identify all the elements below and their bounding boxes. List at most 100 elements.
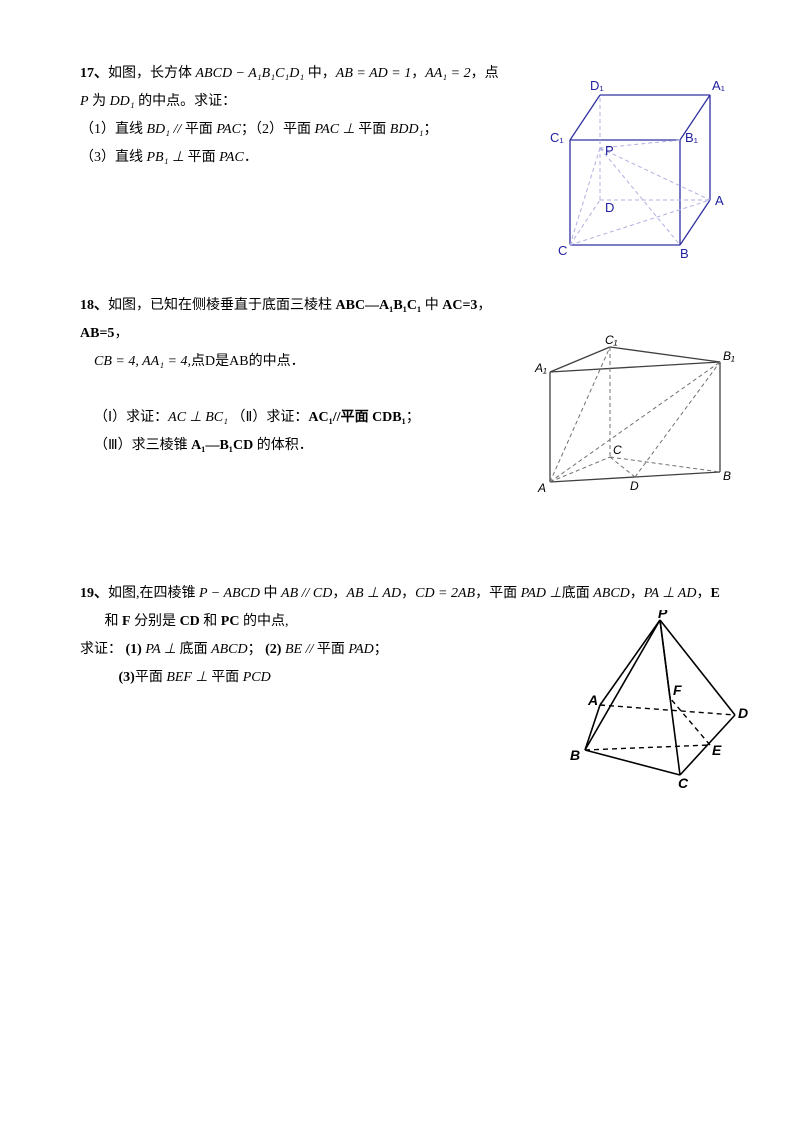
t: PB₁ ⊥	[147, 150, 188, 165]
lbl-D: D	[738, 705, 748, 721]
t: BDD₁	[390, 122, 424, 137]
t: ，	[630, 586, 644, 601]
t: PAC ⊥	[314, 122, 358, 137]
t: ，	[401, 586, 415, 601]
t: AC ⊥ BC₁	[168, 410, 228, 425]
t: (2)	[265, 642, 285, 657]
p17-num: 17、	[80, 66, 108, 81]
p19-num: 19、	[80, 586, 108, 601]
t: ，	[696, 586, 710, 601]
t: ；	[423, 122, 437, 137]
lbl-C1: C₁	[605, 333, 618, 347]
t: ，点	[471, 66, 499, 81]
t: BD₁ //	[147, 122, 185, 137]
figure-19-pyramid: P A B C D E F	[550, 610, 750, 801]
t: ；	[406, 410, 420, 425]
t: ，平面	[475, 586, 521, 601]
t: BEF ⊥	[166, 670, 211, 685]
t: 中	[421, 298, 442, 313]
t: PC	[221, 614, 240, 629]
t: DD₁	[110, 94, 135, 109]
lbl-B: B	[723, 469, 731, 483]
t: ，	[114, 326, 128, 341]
t: 如图,在四棱锥	[108, 586, 199, 601]
t: ；	[374, 642, 388, 657]
t: CD	[180, 614, 200, 629]
t: ，	[477, 298, 491, 313]
lbl-A: A	[715, 193, 724, 208]
lbl-B1: B₁	[685, 130, 699, 145]
problem-19: 19、如图,在四棱锥 P − ABCD 中 AB // CD，AB ⊥ AD，C…	[80, 580, 720, 692]
t: CB = 4, AA₁ = 4,	[94, 354, 191, 369]
t: 平面	[135, 670, 167, 685]
t: AB=5	[80, 326, 114, 341]
lbl-C: C	[613, 443, 622, 457]
t: （Ⅱ）求证：	[231, 410, 308, 425]
lbl-D1: D₁	[590, 78, 604, 93]
t: PCD	[243, 670, 271, 685]
t: 平面	[358, 122, 390, 137]
t: 底面	[180, 642, 212, 657]
lbl-A1: A₁	[534, 361, 547, 375]
t: 平面	[211, 670, 243, 685]
problem-18-text: 18、如图，已知在侧棱垂直于底面三棱柱 ABC—A₁B₁C₁ 中 AC=3，AB…	[80, 292, 520, 460]
t: E	[710, 586, 719, 601]
t: 和	[200, 614, 221, 629]
t: 的中点。求证：	[135, 94, 237, 109]
t: A₁—B₁CD	[191, 438, 253, 453]
t: P	[80, 94, 89, 109]
t: （Ⅲ）求三棱锥	[94, 438, 191, 453]
t: PAC	[216, 122, 241, 137]
t: AA₁ = 2	[425, 66, 470, 81]
lbl-E: E	[712, 742, 722, 758]
t: ．	[244, 150, 258, 165]
t: AB // CD	[281, 586, 332, 601]
lbl-P: P	[658, 610, 668, 621]
t: ；（2）平面	[241, 122, 315, 137]
t: ABCD	[593, 586, 630, 601]
figure-17-cube: D₁ A₁ C₁ B₁ P D A C B	[530, 70, 730, 271]
t: （Ⅰ）求证：	[94, 410, 168, 425]
lbl-A1: A₁	[712, 78, 726, 93]
t: F	[122, 614, 131, 629]
t: 和	[101, 614, 122, 629]
t: CD = 2AB	[415, 586, 475, 601]
t: ，	[411, 66, 425, 81]
t: (1)	[126, 642, 146, 657]
lbl-C: C	[678, 775, 689, 790]
lbl-C: C	[558, 243, 567, 258]
lbl-D: D	[630, 479, 639, 493]
figure-18-prism: A₁ C₁ B₁ A C D B	[530, 332, 740, 513]
t: ABCD − A₁B₁C₁D₁	[196, 66, 305, 81]
lbl-B1: B₁	[723, 349, 735, 363]
p18-num: 18、	[80, 298, 108, 313]
t: 分别是	[131, 614, 180, 629]
t: 如图，长方体	[108, 66, 196, 81]
t: PAD ⊥	[521, 586, 562, 601]
lbl-C1: C₁	[550, 130, 564, 145]
t: AB ⊥ AD	[346, 586, 401, 601]
t: (3)	[119, 670, 135, 685]
lbl-P: P	[605, 143, 614, 158]
lbl-A: A	[587, 692, 598, 708]
t: PAC	[219, 150, 244, 165]
t: 中，	[304, 66, 336, 81]
t: 中	[260, 586, 281, 601]
t: ABCD	[211, 642, 248, 657]
t: 平面	[317, 642, 349, 657]
t: BE //	[285, 642, 317, 657]
t: 点D是AB的中点．	[191, 354, 305, 369]
lbl-D: D	[605, 200, 614, 215]
problem-18: 18、如图，已知在侧棱垂直于底面三棱柱 ABC—A₁B₁C₁ 中 AC=3，AB…	[80, 292, 720, 460]
problem-17-text: 17、如图，长方体 ABCD − A₁B₁C₁D₁ 中，AB = AD = 1，…	[80, 60, 500, 172]
lbl-B: B	[570, 747, 580, 763]
lbl-F: F	[673, 682, 682, 698]
lbl-A: A	[537, 481, 546, 495]
t: PA ⊥	[145, 642, 179, 657]
t: 底面	[562, 586, 594, 601]
t: PAD	[348, 642, 373, 657]
t: 如图，已知在侧棱垂直于底面三棱柱	[108, 298, 336, 313]
t: （3）直线	[80, 150, 147, 165]
t: ABC—A₁B₁C₁	[336, 298, 422, 313]
t: PA ⊥ AD	[644, 586, 697, 601]
